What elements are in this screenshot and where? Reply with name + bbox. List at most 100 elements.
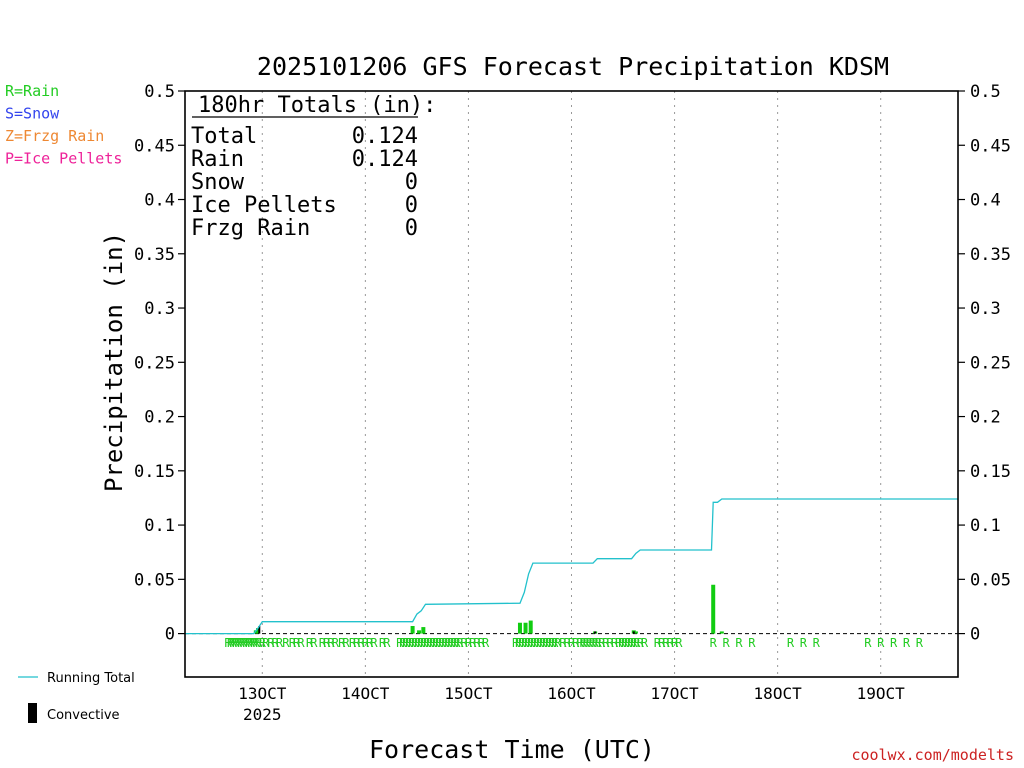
- precip-type-mark: R: [618, 636, 626, 650]
- precip-type-mark: R: [671, 636, 679, 650]
- precip-type-mark: R: [447, 636, 455, 650]
- y-tick-label: 0.35: [970, 245, 1011, 265]
- convective-legend-label: Convective: [47, 708, 120, 723]
- totals-label: Rain: [191, 147, 244, 172]
- y-tick-label: 0.1: [144, 516, 175, 536]
- y-tick-label: 0.5: [144, 82, 175, 102]
- precip-type-mark: R: [432, 636, 440, 650]
- precip-type-mark: R: [224, 636, 232, 650]
- precip-type-mark: R: [259, 636, 267, 650]
- totals-value: 0.124: [352, 147, 418, 172]
- legend-entry: S=Snow: [5, 105, 60, 123]
- precip-type-mark: R: [595, 636, 603, 650]
- x-axis-label: Forecast Time (UTC): [369, 735, 655, 764]
- precip-type-mark: R: [353, 636, 361, 650]
- precip-type-mark: R: [282, 636, 290, 650]
- precip-type-mark: R: [444, 636, 452, 650]
- totals-value: 0: [405, 193, 418, 218]
- precip-type-mark: R: [515, 636, 523, 650]
- precip-type-mark: R: [527, 636, 535, 650]
- precip-type-mark: R: [370, 636, 378, 650]
- precip-type-mark: R: [548, 636, 556, 650]
- x-axis: 13OCT 2025 14OCT 15OCT 16OCT 17OCT 18OCT 19OCT: [238, 684, 905, 724]
- y-tick-label: 0: [970, 625, 980, 645]
- plot-frame: [184, 90, 959, 678]
- precip-type-mark: R: [864, 636, 872, 650]
- precip-type-mark: R: [306, 636, 314, 650]
- y-tick-label: 0.25: [134, 353, 175, 373]
- precip-type-mark: R: [323, 636, 331, 650]
- totals-label: Frzg Rain: [191, 216, 310, 241]
- precip-type-mark: R: [379, 636, 387, 650]
- precip-type-mark: R: [248, 636, 256, 650]
- precip-type-mark: R: [482, 636, 490, 650]
- precip-type-mark: R: [411, 636, 419, 650]
- precip-type-mark: R: [245, 636, 253, 650]
- precip-type-mark: R: [250, 636, 258, 650]
- precip-bar: [517, 622, 522, 634]
- x-tick-label: 13OCT: [238, 684, 287, 703]
- totals-box: 180hr Totals (in): Total 0.124 Rain 0.124 Sn…: [191, 93, 436, 241]
- convective-bar: [632, 631, 635, 634]
- y-axis-label: Precipitation (in): [100, 232, 128, 492]
- precip-type-mark: R: [408, 636, 416, 650]
- precip-type-mark: R: [441, 636, 449, 650]
- precip-type-mark: R: [554, 636, 562, 650]
- precip-type-mark: R: [588, 636, 596, 650]
- precip-bar: [523, 622, 528, 634]
- precip-type-mark: R: [232, 636, 240, 650]
- precip-type-mark: R: [545, 636, 553, 650]
- precip-type-mark: R: [227, 636, 235, 650]
- precip-type-mark: R: [572, 636, 580, 650]
- precip-type-mark: R: [890, 636, 898, 650]
- legend-entry: Z=Frzg Rain: [5, 127, 104, 145]
- precip-bar: [253, 630, 258, 634]
- precip-type-mark: R: [338, 636, 346, 650]
- precip-type-mark: R: [564, 636, 572, 650]
- precip-type-mark: R: [530, 636, 538, 650]
- precip-type-mark: R: [579, 636, 587, 650]
- precip-type-mark: R: [539, 636, 547, 650]
- precip-type-mark: R: [362, 636, 370, 650]
- precip-type-mark: R: [253, 636, 261, 650]
- y-tick-label: 0.15: [970, 462, 1011, 482]
- precip-type-mark: R: [423, 636, 431, 650]
- precip-type-mark: R: [624, 636, 632, 650]
- x-tick-sublabel: 2025: [243, 705, 282, 724]
- y-axis-left: 0 0.05 0.1 0.15 0.2 0.25 0.3 0.35 0.4 0.45 0.5: [134, 82, 185, 645]
- y-tick-label: 0.2: [144, 408, 175, 428]
- y-tick-label: 0.4: [970, 191, 1001, 211]
- precip-type-mark: R: [524, 636, 532, 650]
- precip-type-mark: R: [366, 636, 374, 650]
- precip-type-mark: R: [637, 636, 645, 650]
- y-tick-label: 0.2: [970, 408, 1001, 428]
- y-tick-label: 0.5: [970, 82, 1001, 102]
- y-tick-label: 0.45: [970, 136, 1011, 156]
- precip-type-mark: R: [787, 636, 795, 650]
- y-tick-label: 0.3: [970, 299, 1001, 319]
- vertical-gridlines: [261, 91, 882, 677]
- legend-entry: P=Ice Pellets: [5, 150, 122, 168]
- precip-type-mark: R: [327, 636, 335, 650]
- precip-type-mark: R: [654, 636, 662, 650]
- precip-type-mark: R: [289, 636, 297, 650]
- x-tick-label: 14OCT: [341, 684, 390, 703]
- precip-type-mark: R: [461, 636, 469, 650]
- precip-type-legend: R=Rain S=Snow Z=Frzg Rain P=Ice Pellets: [5, 82, 122, 168]
- bottom-legend: Running Total Convective: [18, 671, 135, 723]
- precip-type-mark: R: [877, 636, 885, 650]
- precip-type-mark: R: [319, 636, 327, 650]
- y-tick-label: 0.1: [970, 516, 1001, 536]
- precip-type-mark: R: [417, 636, 425, 650]
- precip-type-mark: R: [748, 636, 756, 650]
- convective-bar: [594, 631, 597, 634]
- precip-type-mark: R: [611, 636, 619, 650]
- precip-type-mark: R: [662, 636, 670, 650]
- y-tick-label: 0.25: [970, 353, 1011, 373]
- precip-type-mark: R: [621, 636, 629, 650]
- precip-type-mark: R: [420, 636, 428, 650]
- precip-type-mark: R: [349, 636, 357, 650]
- y-tick-label: 0.15: [134, 462, 175, 482]
- precip-type-mark: R: [242, 636, 250, 650]
- totals-label: Snow: [191, 170, 245, 195]
